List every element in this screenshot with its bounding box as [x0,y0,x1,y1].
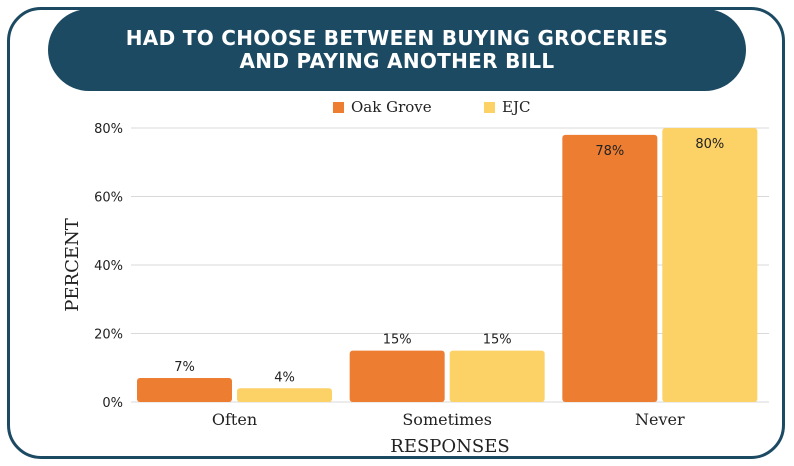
bar-oak-grove-often [137,378,232,402]
x-axis-categories: Often Sometimes Never [212,410,685,429]
legend-label: Oak Grove [351,98,432,116]
bar-oak-grove-never [562,134,658,402]
y-tick-label: 0% [102,396,123,411]
data-label: 7% [174,360,195,375]
title-banner: HAD TO CHOOSE BETWEEN BUYING GROCERIES A… [48,9,746,91]
x-axis-title: RESPONSES [390,436,509,457]
legend: Oak Grove EJC [333,98,530,116]
x-category-label: Often [212,410,257,429]
data-label: 78% [595,144,624,159]
data-label: 80% [695,137,724,152]
bar-ejc-never [662,128,758,402]
data-label: 15% [383,333,412,348]
bars [137,128,758,402]
legend-swatch-oak-grove [333,102,344,113]
y-tick-label: 40% [94,259,123,274]
title-line-1: HAD TO CHOOSE BETWEEN BUYING GROCERIES [125,26,669,50]
y-axis-title: PERCENT [62,218,83,311]
data-label: 15% [483,333,512,348]
title-line-2: AND PAYING ANOTHER BILL [239,49,555,73]
y-tick-label: 60% [94,191,123,206]
data-label: 4% [274,370,295,385]
legend-label: EJC [502,98,530,116]
y-axis-ticks: 0% 20% 40% 60% 80% [94,122,123,411]
legend-swatch-ejc [484,102,495,113]
bar-ejc-often [237,388,332,402]
y-tick-label: 80% [94,122,123,137]
x-category-label: Sometimes [402,410,492,429]
y-tick-label: 20% [94,328,123,343]
bar-oak-grove-sometimes [349,350,445,402]
bar-ejc-sometimes [449,350,545,402]
data-labels: 7% 4% 15% 15% 78% 80% [174,137,724,385]
x-category-label: Never [635,410,685,429]
